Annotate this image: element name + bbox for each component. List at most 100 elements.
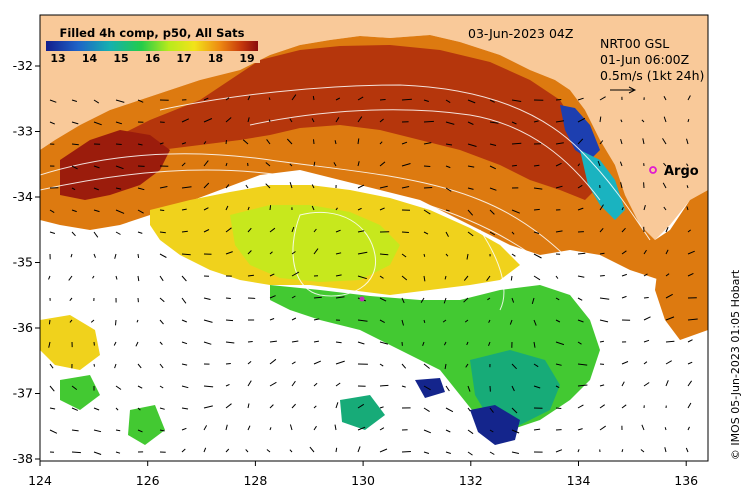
current-vector [159, 341, 163, 345]
current-vector [159, 385, 164, 389]
current-vector [555, 230, 563, 233]
current-vector [203, 425, 208, 431]
current-vector [313, 248, 319, 255]
current-vector [489, 143, 497, 146]
current-vector [289, 163, 293, 167]
colorbar-tick-label: 15 [113, 52, 128, 65]
current-vector [291, 403, 296, 409]
current-vector [687, 318, 698, 321]
current-vector [71, 165, 78, 170]
current-vector [181, 448, 186, 453]
current-vector [225, 117, 232, 123]
current-vector [203, 447, 207, 453]
vector-scale-label: 0.5m/s (1kt 24h) [600, 68, 704, 83]
current-vector [286, 138, 293, 145]
sst-hot-core [95, 45, 600, 200]
current-vector [379, 406, 384, 409]
current-vector [181, 253, 191, 256]
current-vector [335, 274, 342, 277]
current-vector [93, 231, 99, 238]
current-vector [181, 341, 188, 345]
current-vector [423, 99, 429, 102]
current-vector [665, 360, 672, 365]
current-vector [203, 207, 209, 211]
current-vector [665, 340, 675, 343]
current-vector [555, 363, 562, 366]
colorbar-tick-label: 16 [145, 52, 161, 65]
current-vector [423, 142, 432, 145]
current-vector [203, 319, 213, 323]
current-vector [247, 250, 252, 255]
current-vector [90, 319, 95, 323]
current-vector [69, 319, 73, 323]
current-vector [445, 187, 452, 192]
current-vector [159, 275, 164, 282]
current-vector [71, 99, 78, 102]
current-vector [621, 250, 627, 255]
current-vector [686, 206, 689, 211]
current-vector [203, 229, 210, 233]
current-vector [93, 407, 100, 411]
current-vector [511, 429, 520, 434]
current-vector [68, 275, 73, 281]
current-vector [379, 185, 388, 189]
sst-cold-coastal [560, 105, 600, 160]
current-vector [597, 160, 601, 167]
current-vector [577, 252, 586, 255]
current-vector [665, 249, 669, 255]
current-vector [115, 143, 122, 145]
current-vector [379, 448, 388, 453]
current-vector [662, 138, 667, 145]
current-vector [268, 119, 271, 123]
current-vector [357, 230, 365, 233]
current-vector [181, 162, 186, 167]
current-vector [313, 139, 315, 145]
current-vector [423, 385, 431, 391]
current-vector [401, 275, 408, 281]
sst-cold-cyan [580, 150, 625, 220]
sst-east-orange [655, 230, 708, 340]
current-vector [357, 426, 366, 431]
current-vector [379, 319, 385, 324]
current-vector [511, 451, 520, 454]
current-vector [247, 403, 250, 409]
current-vector [335, 229, 341, 233]
current-vector [486, 275, 491, 281]
current-vector [511, 164, 517, 167]
current-vector [225, 341, 235, 344]
current-vector [247, 361, 252, 365]
current-vector [467, 407, 471, 412]
current-vector [621, 227, 626, 233]
current-vector [291, 380, 296, 387]
current-vector [265, 162, 271, 167]
current-vector [577, 207, 584, 211]
current-vector [313, 425, 317, 431]
current-vector [533, 208, 540, 211]
current-vector [489, 165, 497, 170]
current-vector [379, 118, 384, 123]
current-vector [423, 187, 433, 189]
current-vector [665, 293, 673, 299]
current-vector [181, 363, 188, 366]
current-vector [577, 184, 583, 189]
current-vector [445, 385, 450, 392]
colorbar: Filled 4h comp, p50, All Sats 13 14 15 16 17… [44, 17, 260, 65]
current-vector [268, 97, 271, 101]
current-vector [313, 405, 317, 409]
current-vector [311, 205, 315, 211]
current-vector [48, 319, 51, 325]
current-vector [423, 209, 431, 215]
current-vector [379, 141, 383, 145]
current-vector [313, 228, 317, 233]
current-vector [181, 142, 187, 145]
current-vector [225, 297, 231, 299]
current-vector [401, 231, 409, 233]
current-vector [379, 253, 389, 256]
current-vector [71, 209, 77, 213]
current-vector [533, 385, 541, 389]
current-vector [401, 319, 404, 326]
current-vector [511, 99, 522, 102]
current-vector [115, 275, 118, 280]
current-vector [49, 429, 58, 434]
current-vector [577, 163, 581, 167]
